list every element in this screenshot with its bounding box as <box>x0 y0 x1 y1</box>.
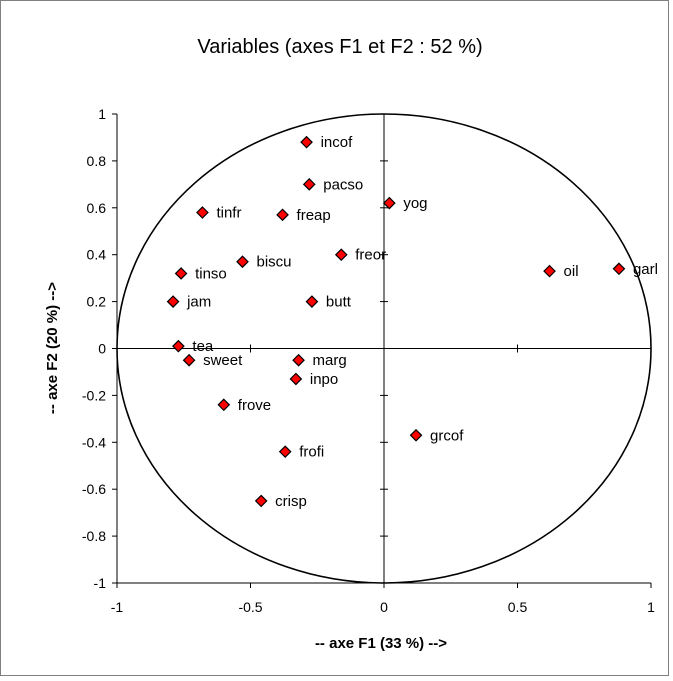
y-tick-label: 0.6 <box>87 200 107 216</box>
x-tick-label: 1 <box>647 599 655 615</box>
point-marker <box>382 196 396 210</box>
point-marker <box>543 264 556 278</box>
y-tick-label: 0 <box>98 341 106 357</box>
point-marker <box>300 135 313 149</box>
point-label: garl <box>633 261 658 278</box>
point-marker <box>292 353 305 367</box>
y-tick-label: 0.4 <box>87 247 107 263</box>
ticks-group: -1 -0.5 0 0.5 1 1 0.8 0.6 0.4 0.2 0 -0.2 -0.4 -0.6 -0.… <box>82 106 655 615</box>
point-marker <box>196 206 209 219</box>
point-label: biscu <box>256 254 291 271</box>
point-marker <box>254 494 268 508</box>
point-marker <box>302 178 316 191</box>
y-axis-label: -- axe F2 (20 %) --> <box>44 282 61 414</box>
point-marker <box>182 353 196 367</box>
x-tick-label: -1 <box>111 599 124 615</box>
point-label: jam <box>186 294 211 311</box>
point-marker <box>334 248 348 262</box>
point-label: tinfr <box>216 204 241 221</box>
point-label: sweet <box>203 352 243 369</box>
point-label: yog <box>403 195 427 212</box>
point-label: butt <box>326 294 352 311</box>
point-label: pacso <box>323 176 363 193</box>
x-tick-label: -0.5 <box>238 599 262 615</box>
chart-title: Variables (axes F1 et F2 : 52 %) <box>197 36 482 58</box>
y-tick-label: -1 <box>94 575 107 591</box>
point-marker <box>236 255 249 269</box>
point-label: tea <box>192 338 214 355</box>
point-marker <box>166 295 180 308</box>
point-marker <box>612 262 626 276</box>
y-tick-label: 0.8 <box>87 153 107 169</box>
point-label: tinso <box>195 265 227 282</box>
point-label: grcof <box>430 427 464 444</box>
point-marker <box>289 372 303 386</box>
y-tick-label: -0.2 <box>82 387 106 403</box>
x-tick-label: 0.5 <box>508 599 528 615</box>
points-group: incof pacso yog tinfr freap freor biscu oil garl… <box>166 134 658 510</box>
point-marker <box>174 267 188 280</box>
point-marker <box>172 339 185 353</box>
point-label: oil <box>564 263 579 280</box>
point-label: freor <box>355 247 386 264</box>
point-label: frove <box>238 397 271 414</box>
point-label: crisp <box>275 493 307 510</box>
y-tick-label: 0.2 <box>87 294 107 310</box>
point-marker <box>217 398 231 412</box>
point-label: incof <box>321 134 354 151</box>
point-label: frofi <box>299 444 324 461</box>
point-label: freap <box>297 207 331 224</box>
point-marker <box>305 295 319 308</box>
x-tick-label: 0 <box>380 599 388 615</box>
point-label: marg <box>313 352 347 369</box>
point-marker <box>278 445 292 459</box>
point-marker <box>276 208 289 222</box>
y-tick-label: -0.8 <box>82 528 106 544</box>
point-marker <box>409 428 423 442</box>
y-tick-label: -0.6 <box>82 481 106 497</box>
y-tick-label: 1 <box>98 106 106 122</box>
point-label: inpo <box>310 371 338 388</box>
y-tick-label: -0.4 <box>82 434 106 450</box>
x-axis-label: -- axe F1 (33 %) --> <box>315 635 447 652</box>
